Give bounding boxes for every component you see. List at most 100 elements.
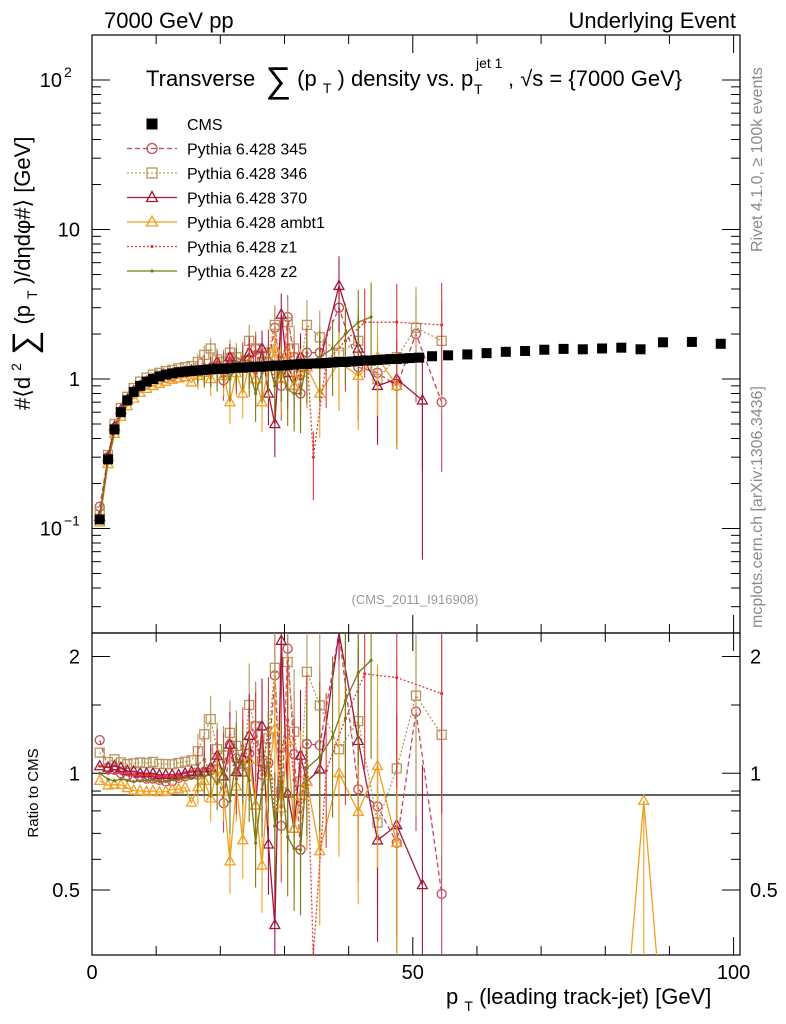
data-point [436,888,447,899]
data-point [289,359,300,370]
data-point [223,854,236,866]
data-point [186,755,197,766]
y-tick-label: 10 [40,519,62,541]
data-point [236,833,249,845]
data-point [205,713,216,725]
header-left: 7000 GeV pp [104,8,234,33]
data-point [202,774,206,778]
chart-title-part: (p [297,66,317,91]
data-point [109,754,120,765]
legend-label: Pythia 6.428 370 [187,191,307,208]
data-point [266,760,271,765]
legend-label: Pythia 6.428 z2 [187,264,297,281]
ratio-series-layer [93,632,658,956]
data-point [577,344,588,355]
data-point [199,364,210,375]
data-point [366,355,377,366]
data-point [228,377,232,381]
data-point [268,417,281,429]
data-point [427,351,438,362]
data-point [209,773,213,777]
data-point [254,735,258,739]
data-point [262,837,275,849]
ratio-tick-label: 0.5 [52,880,80,902]
data-point [150,269,154,273]
ratio-tick-label: 1 [69,763,80,785]
data-point [410,690,422,701]
y-axis-label-sub: T [24,290,40,299]
data-point [145,214,159,227]
data-point [279,775,283,780]
data-point [114,761,127,773]
legend-label: Pythia 6.428 z1 [187,240,297,257]
data-point [637,793,650,805]
data-point [223,395,236,407]
data-point [231,362,242,373]
data-point [151,778,155,782]
data-point [305,766,309,770]
series-cms [94,336,726,525]
data-point [353,355,364,366]
data-point [177,774,181,778]
data-point [215,753,219,758]
data-point [462,349,473,360]
ratio-tick-label: 2 [69,647,80,669]
data-point [558,343,569,354]
data-point [275,634,288,646]
data-point [286,342,290,347]
data-point [192,365,203,376]
data-point [340,356,351,367]
data-point [125,778,129,783]
data-point [292,391,296,396]
data-point [398,353,409,364]
data-point [106,771,110,775]
mcplots-label: mcplots.cern.ch [arXiv:1306.3436] [749,386,766,628]
chart-title: Transverse ∑ (p T ) density vs. p [146,59,473,100]
data-point [318,355,322,359]
data-point [180,366,191,377]
data-point [330,346,335,351]
data-point [189,776,194,780]
data-point [263,361,274,372]
legend-label: Pythia 6.428 346 [187,166,307,183]
data-point [241,763,245,767]
data-point [170,777,174,782]
data-point [140,785,153,797]
data-point [269,360,280,371]
data-point [313,844,326,856]
data-point [146,118,158,130]
data-point [327,357,338,368]
data-point [178,780,192,792]
data-point [179,756,191,767]
data-point [164,774,168,779]
data-point [414,352,425,363]
legend: CMS Pythia 6.428 345 Pythia 6.428 346 Pythi… [127,117,325,281]
chart-title-part: Transverse [146,66,255,91]
data-point [332,766,346,778]
data-point [321,357,332,368]
data-point [416,878,429,890]
data-point [138,773,142,777]
data-point [686,336,697,347]
data-point [119,771,123,775]
data-point [128,386,139,397]
data-point [395,676,399,680]
data-point [385,354,396,365]
x-axis-label-part: p [446,984,458,1009]
data-point [369,658,373,662]
data-point [410,322,422,333]
data-point [363,672,367,676]
data-point [138,779,142,783]
data-point [260,371,264,375]
data-point [140,766,153,778]
data-point [189,770,194,774]
chart-title-sup: jet 1 [475,55,503,71]
y-tick-exponent: 2 [64,64,72,80]
data-point [282,360,293,371]
data-point [146,167,158,179]
data-point [275,307,288,319]
data-point [98,764,102,768]
data-point [378,354,389,365]
ratio-tick-label-right: 0.5 [750,880,778,902]
